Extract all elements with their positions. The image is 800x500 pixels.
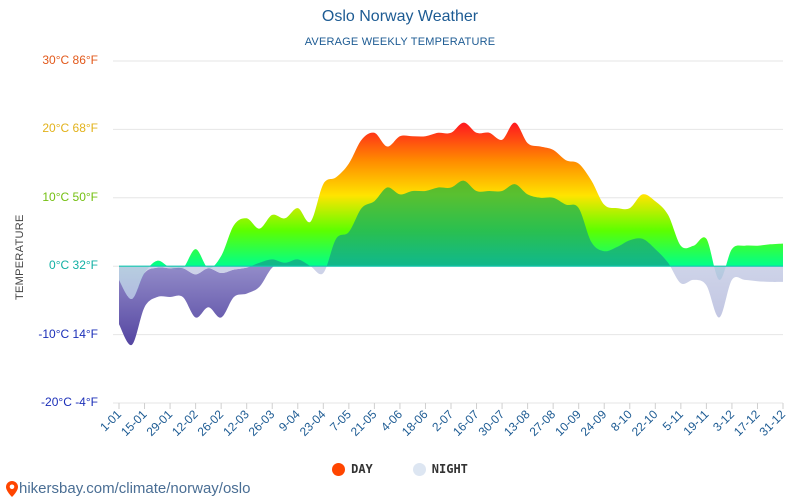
night-series-area [251,180,671,266]
y-tick-label: -10°C 14°F [38,326,98,341]
chart-title: Oslo Norway Weather [321,8,479,25]
x-tick-label: 18-06 [399,407,431,439]
source-link[interactable]: hikersbay.com/climate/norway/oslo [6,480,250,497]
y-tick-label: 30°C 86°F [42,53,98,67]
x-tick-label: 30-07 [476,407,508,439]
x-tick-label: 27-08 [527,407,559,439]
x-tick-label: 31-12 [757,407,789,439]
legend-label-night: NIGHT [431,462,468,476]
x-tick-label: 15-01 [118,407,150,439]
temperature-chart: 1-0115-0129-0112-0226-0212-0326-039-0423… [97,60,788,439]
x-tick-label: 24-09 [578,407,610,439]
legend-item-day[interactable]: DAY [332,462,373,476]
data-areas [119,122,783,345]
night-series-negative-area [119,266,783,318]
source-text: hikersbay.com/climate/norway/oslo [19,480,251,497]
x-tick-label: 12-03 [220,407,252,439]
x-axis: 1-0115-0129-0112-0226-0212-0326-039-0423… [97,403,788,439]
y-tick-label: -20°C -4°F [41,395,98,409]
legend-marker-day [332,462,346,476]
legend-marker-night [412,462,426,476]
x-tick-label: 23-04 [297,407,329,439]
legend-item-night[interactable]: NIGHT [412,462,468,476]
night-low-band [119,266,783,345]
x-tick-label: 22-10 [629,407,661,439]
x-tick-label: 12-02 [169,407,201,439]
x-tick-label: 21-05 [348,407,380,439]
legend: DAY NIGHT [0,462,800,476]
x-tick-label: 26-03 [246,407,278,439]
y-tick-label: 10°C 50°F [42,189,98,204]
location-pin-icon [6,480,18,497]
x-tick-label: 10-09 [552,407,584,439]
x-tick-label: 16-07 [450,407,482,439]
x-tick-label: 17-12 [731,407,763,439]
x-tick-label: 19-11 [681,407,712,438]
y-tick-label: 20°C 68°F [42,121,98,136]
x-tick-label: 13-08 [501,407,533,439]
x-tick-label: 26-02 [195,407,227,439]
legend-label-day: DAY [351,462,373,476]
chart-subtitle: AVERAGE WEEKLY TEMPERATURE [304,36,496,48]
x-tick-label: 29-01 [144,407,176,439]
y-tick-label: 0°C 32°F [49,258,98,273]
